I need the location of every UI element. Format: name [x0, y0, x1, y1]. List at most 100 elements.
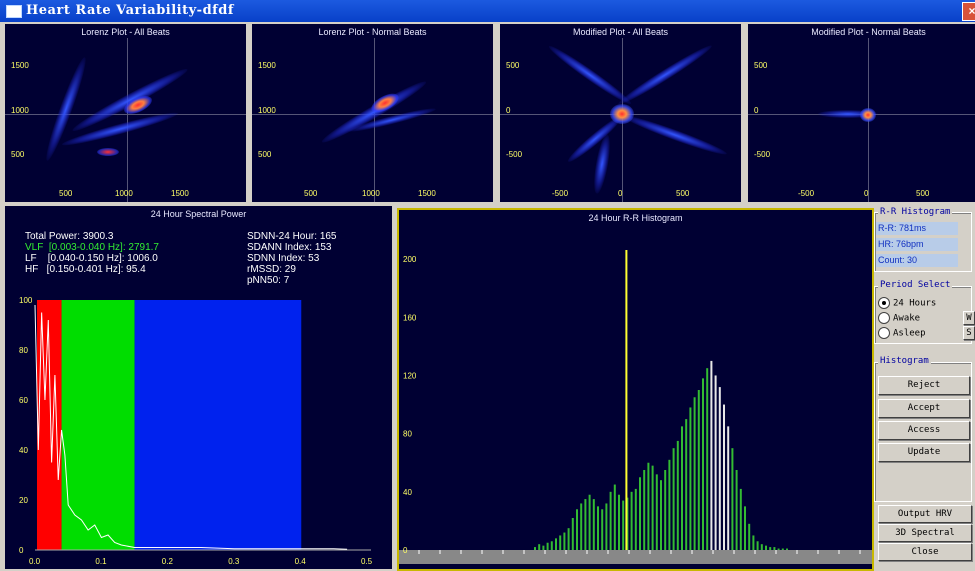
histogram-bar: [567, 528, 570, 550]
histogram-bar: [735, 470, 738, 550]
histogram-bar: [571, 518, 574, 550]
histogram-bar: [634, 488, 637, 550]
y-tick-label: 200: [403, 255, 417, 264]
scatter-cluster: [546, 42, 634, 108]
x-tick-label: 0.2: [162, 557, 174, 566]
x-tick-label: 0.5: [361, 557, 373, 566]
stat-rmssd: rMSSD: 29: [247, 264, 296, 275]
x-tick: 500: [676, 189, 690, 198]
histogram-bar: [563, 532, 566, 550]
stat-lf: LF [0.040-0.150 Hz]: 1006.0: [25, 253, 158, 264]
histogram-bar: [723, 404, 725, 550]
title-bar: Heart Rate Variability-dfdf ×: [0, 0, 975, 22]
histogram-bar: [685, 419, 688, 550]
y-tick: 0: [754, 106, 759, 115]
histogram-bar: [559, 535, 562, 550]
y-tick-label: 120: [403, 371, 417, 380]
histogram-bar: [786, 548, 788, 550]
y-tick-label: 40: [19, 446, 28, 455]
window-title: Heart Rate Variability-dfdf: [26, 3, 234, 18]
histogram-bar: [765, 545, 767, 550]
histogram-bar: [748, 523, 751, 550]
histogram-bar: [660, 480, 662, 550]
y-tick: 1500: [11, 61, 29, 70]
histogram-bar: [668, 459, 671, 550]
x-tick: 0: [864, 189, 869, 198]
y-tick: -500: [506, 150, 523, 159]
histogram-bar: [546, 542, 549, 550]
histogram-bar: [597, 506, 599, 550]
histogram-bar: [676, 440, 679, 550]
histogram-bar: [626, 497, 629, 550]
histogram-bar: [592, 499, 595, 550]
3d-spectral-button[interactable]: 3D Spectral: [878, 524, 972, 542]
y-tick: 500: [754, 61, 768, 70]
plot-title: Lorenz Plot - All Beats: [81, 27, 170, 37]
y-tick-label: 100: [19, 296, 33, 305]
accept-button[interactable]: Accept: [878, 399, 970, 418]
histogram-bar: [706, 368, 709, 550]
stat-total-power: Total Power: 3900.3: [25, 231, 114, 242]
plot-title: Modified Plot - All Beats: [572, 27, 669, 37]
histogram-bar: [647, 462, 650, 550]
histogram-bar: [584, 499, 587, 550]
y-tick-label: 80: [19, 346, 28, 355]
histogram-bar: [601, 509, 604, 550]
spectrum-line: [34, 304, 348, 550]
y-tick: 500: [11, 150, 25, 159]
y-tick: 500: [258, 150, 272, 159]
histogram-bar: [639, 477, 641, 550]
histogram-bar: [689, 407, 692, 550]
histogram-bar: [550, 541, 553, 550]
y-tick: 1000: [258, 106, 276, 115]
histogram-bar: [710, 360, 713, 550]
radio-selected-icon: [878, 297, 890, 309]
update-button[interactable]: Update: [878, 443, 970, 462]
y-tick: 1500: [258, 61, 276, 70]
y-tick: 500: [506, 61, 520, 70]
band-lf: [61, 300, 135, 550]
scatter-cluster: [41, 55, 91, 163]
scatter-hotspot: [610, 104, 634, 124]
app-icon[interactable]: [6, 5, 22, 18]
histogram-bar: [538, 544, 541, 550]
plot-title: 24 Hour Spectral Power: [150, 209, 247, 219]
x-tick: 1500: [171, 189, 189, 198]
spectral-chart: 100 80 60 40 20 0 0.0 0.1 0.2 0.3 0.4 0.5: [19, 296, 373, 566]
y-tick-label: 80: [403, 430, 412, 439]
radio-asleep[interactable]: Asleep: [878, 327, 926, 339]
histogram-bar: [693, 397, 696, 550]
output-hrv-button[interactable]: Output HRV: [878, 505, 972, 523]
histogram-bar: [681, 426, 683, 550]
rr-histogram-panel: 24 Hour R-R Histogram 200 160 120 80 40 0: [397, 208, 874, 571]
histogram-chart: 200 160 120 80 40 0: [399, 250, 872, 564]
access-button[interactable]: Access: [878, 421, 970, 440]
close-button[interactable]: Close: [878, 543, 972, 561]
histogram-bar: [727, 426, 730, 550]
scatter-hotspot: [97, 148, 119, 156]
histogram-bar: [744, 506, 746, 550]
y-tick: 0: [506, 106, 511, 115]
radio-awake[interactable]: Awake: [878, 312, 920, 324]
histogram-bar: [773, 547, 776, 550]
radio-24-hours[interactable]: 24 Hours: [878, 297, 936, 309]
histogram-bar: [781, 548, 784, 550]
rr-histogram-group-label: R-R Histogram: [878, 207, 953, 217]
histogram-bar: [609, 491, 612, 550]
scatter-hotspot: [860, 108, 876, 122]
close-window-icon[interactable]: ×: [962, 2, 975, 21]
x-tick: 1500: [418, 189, 436, 198]
period-select-label: Period Select: [878, 280, 953, 290]
reject-button[interactable]: Reject: [878, 376, 970, 395]
radio-empty-icon: [878, 312, 890, 324]
histogram-bar: [752, 535, 755, 550]
histogram-bar: [555, 538, 557, 550]
lorenz-plot-all-beats: Lorenz Plot - All Beats 1500 1000 500 50…: [5, 24, 246, 202]
plot-title: Modified Plot - Normal Beats: [811, 27, 926, 37]
histogram-bar: [702, 378, 704, 550]
awake-time-button[interactable]: W: [963, 311, 975, 325]
lorenz-plot-normal-beats: Lorenz Plot - Normal Beats 1500 1000 500…: [252, 24, 493, 202]
histogram-bar: [542, 545, 545, 550]
y-tick-label: 0: [19, 546, 24, 555]
asleep-time-button[interactable]: S: [963, 326, 975, 340]
